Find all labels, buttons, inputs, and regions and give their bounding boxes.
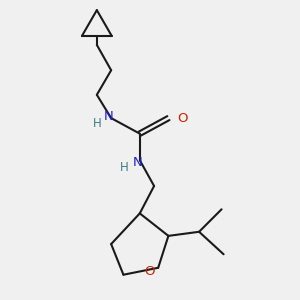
- Text: O: O: [145, 266, 155, 278]
- Text: H: H: [120, 161, 129, 174]
- Text: O: O: [177, 112, 188, 124]
- Text: N: N: [104, 110, 114, 123]
- Text: N: N: [133, 156, 142, 169]
- Text: H: H: [92, 116, 101, 130]
